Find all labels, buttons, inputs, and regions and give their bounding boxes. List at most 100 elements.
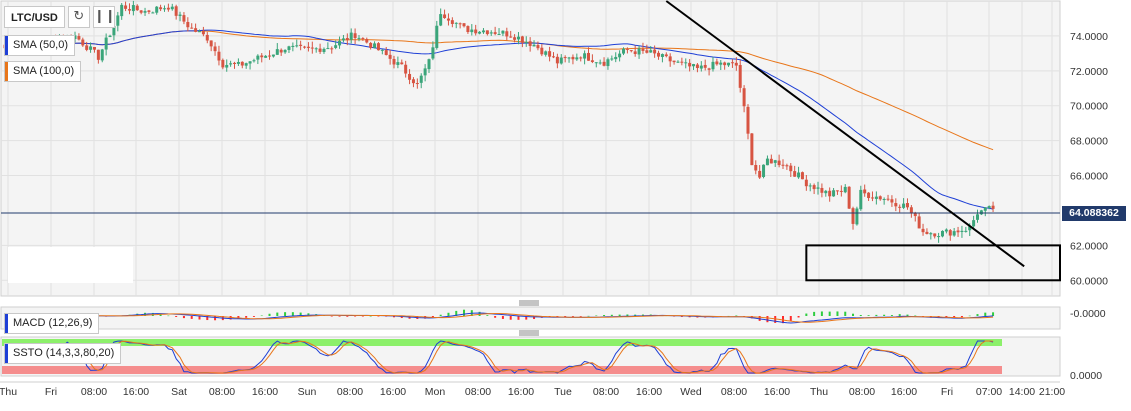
- time-axis-tick: Wed: [680, 386, 702, 398]
- price-axis-tick: 70.0000: [1070, 101, 1108, 113]
- support-zone-box[interactable]: [805, 244, 1062, 282]
- candle-body: [734, 62, 738, 66]
- candle: [408, 69, 412, 85]
- candle: [769, 154, 773, 164]
- candle: [964, 226, 968, 233]
- candle: [268, 50, 272, 60]
- candle-body: [622, 48, 626, 54]
- candle-body: [925, 231, 929, 235]
- candle: [859, 185, 863, 211]
- pane-resize-handle[interactable]: [519, 300, 539, 306]
- candle: [765, 155, 769, 166]
- candle: [100, 48, 104, 63]
- candle-body: [268, 55, 272, 57]
- pane-resize-handle[interactable]: [519, 330, 539, 336]
- candle-body: [248, 61, 252, 64]
- candle: [649, 46, 653, 53]
- candle-body: [937, 236, 941, 238]
- candle-body: [404, 64, 408, 74]
- blank-overlay-panel: [8, 247, 133, 283]
- macd-histogram-bar: [455, 310, 458, 316]
- candle-body: [933, 233, 937, 237]
- time-axis-tick: 08:00: [465, 386, 491, 398]
- candle-body: [979, 210, 983, 215]
- macd-histogram-bar: [727, 315, 730, 317]
- candle: [532, 40, 536, 47]
- candle-body: [902, 203, 906, 208]
- candle: [120, 2, 124, 20]
- sma100-legend[interactable]: SMA (100,0): [4, 61, 82, 82]
- candle-body: [754, 165, 758, 171]
- bar-chart-icon[interactable]: ❙❙: [92, 6, 116, 28]
- macd-histogram-bar: [953, 316, 956, 318]
- candle: [353, 28, 357, 45]
- candle-body: [851, 208, 855, 224]
- candle: [563, 55, 567, 63]
- candle-body: [598, 62, 602, 64]
- candle: [124, 1, 128, 12]
- candle-body: [633, 51, 637, 55]
- candle-body: [244, 63, 248, 66]
- descending-trendline[interactable]: [665, 0, 1025, 268]
- candle-body: [520, 36, 524, 43]
- time-axis-tick: 08:00: [849, 386, 875, 398]
- candle: [762, 164, 766, 179]
- candle-body: [742, 88, 746, 107]
- macd-plot-area[interactable]: [0, 306, 1061, 330]
- candle-body: [886, 198, 890, 200]
- sma50-legend[interactable]: SMA (50,0): [4, 35, 76, 56]
- time-axis-tick: 16:00: [252, 386, 278, 398]
- candle: [501, 30, 505, 37]
- candle: [252, 58, 256, 63]
- candle: [820, 183, 824, 198]
- candle: [306, 42, 310, 52]
- candle: [516, 32, 520, 45]
- candle: [548, 46, 552, 62]
- macd-histogram-bar: [291, 312, 294, 316]
- candle: [474, 24, 478, 36]
- candle-body: [481, 30, 485, 33]
- candle: [727, 62, 731, 67]
- macd-histogram-bar: [976, 314, 979, 316]
- candle: [948, 229, 952, 241]
- candle: [598, 59, 602, 65]
- candle-body: [186, 21, 190, 28]
- candle: [485, 30, 489, 36]
- candle-body: [112, 26, 116, 36]
- macd-legend[interactable]: MACD (12,26,9): [4, 313, 100, 334]
- sma50-swatch: [5, 36, 8, 55]
- candle: [201, 26, 205, 37]
- candle-body: [326, 48, 330, 50]
- macd-histogram-bar: [346, 316, 349, 317]
- candle: [684, 58, 688, 69]
- candle: [520, 35, 524, 48]
- macd-histogram-bar: [299, 312, 302, 316]
- time-axis-tick: 16:00: [636, 386, 662, 398]
- candle: [890, 195, 894, 207]
- macd-histogram-bar: [393, 316, 395, 318]
- candle-body: [217, 51, 221, 61]
- candle: [466, 25, 470, 34]
- candle: [279, 48, 283, 56]
- symbol-button[interactable]: LTC/USD: [4, 6, 65, 28]
- candle-body: [812, 185, 816, 190]
- candle: [443, 9, 447, 19]
- candle-body: [540, 47, 544, 55]
- candle-body: [602, 61, 606, 66]
- candle-body: [287, 46, 291, 50]
- macd-histogram-bar: [875, 314, 878, 316]
- candle: [190, 23, 194, 29]
- ssto-legend[interactable]: SSTO (14,3,3,80,20): [4, 343, 122, 364]
- candle-body: [334, 45, 338, 48]
- candle-body: [147, 10, 151, 12]
- time-axis-tick: Sun: [298, 386, 317, 398]
- candle: [299, 40, 303, 51]
- candle: [633, 45, 637, 57]
- candle: [832, 188, 836, 197]
- candle-body: [773, 160, 777, 163]
- candle: [423, 64, 427, 82]
- refresh-icon[interactable]: ↻: [67, 6, 90, 28]
- candle: [703, 59, 707, 71]
- candle-body: [127, 9, 131, 11]
